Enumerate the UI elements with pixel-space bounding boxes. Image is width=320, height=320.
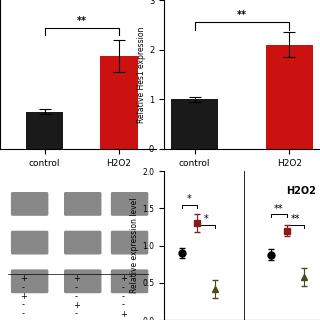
Text: -: -: [75, 283, 78, 292]
Text: +: +: [20, 274, 27, 283]
Text: -: -: [122, 283, 125, 292]
Bar: [26, 112, 63, 149]
FancyBboxPatch shape: [64, 231, 101, 254]
FancyBboxPatch shape: [11, 192, 48, 216]
Text: **: **: [77, 16, 87, 26]
Text: +: +: [73, 300, 80, 310]
Bar: [100, 56, 138, 149]
Text: H2O2: H2O2: [286, 186, 316, 196]
Text: -: -: [75, 292, 78, 301]
Text: +: +: [20, 292, 27, 301]
Text: -: -: [122, 292, 125, 301]
Text: **: **: [291, 214, 300, 224]
Text: *: *: [187, 194, 192, 204]
Text: **: **: [237, 10, 247, 20]
FancyBboxPatch shape: [111, 269, 148, 293]
FancyBboxPatch shape: [111, 231, 148, 254]
FancyBboxPatch shape: [111, 192, 148, 216]
Text: +: +: [73, 274, 80, 283]
FancyBboxPatch shape: [11, 231, 48, 254]
FancyBboxPatch shape: [64, 269, 101, 293]
Text: *: *: [204, 214, 209, 224]
Text: B: B: [125, 0, 134, 1]
Text: -: -: [75, 309, 78, 318]
FancyBboxPatch shape: [11, 269, 48, 293]
Text: **: **: [274, 204, 284, 213]
FancyBboxPatch shape: [64, 192, 101, 216]
Text: -: -: [122, 300, 125, 310]
Text: -: -: [22, 283, 25, 292]
Y-axis label: Relative Hes1 expression: Relative Hes1 expression: [137, 26, 146, 123]
Text: +: +: [120, 309, 127, 318]
Y-axis label: Relative expression level: Relative expression level: [130, 198, 139, 293]
Text: -: -: [22, 300, 25, 310]
Text: +: +: [120, 274, 127, 283]
Bar: [171, 99, 218, 149]
Text: -: -: [22, 309, 25, 318]
Bar: [266, 45, 313, 149]
